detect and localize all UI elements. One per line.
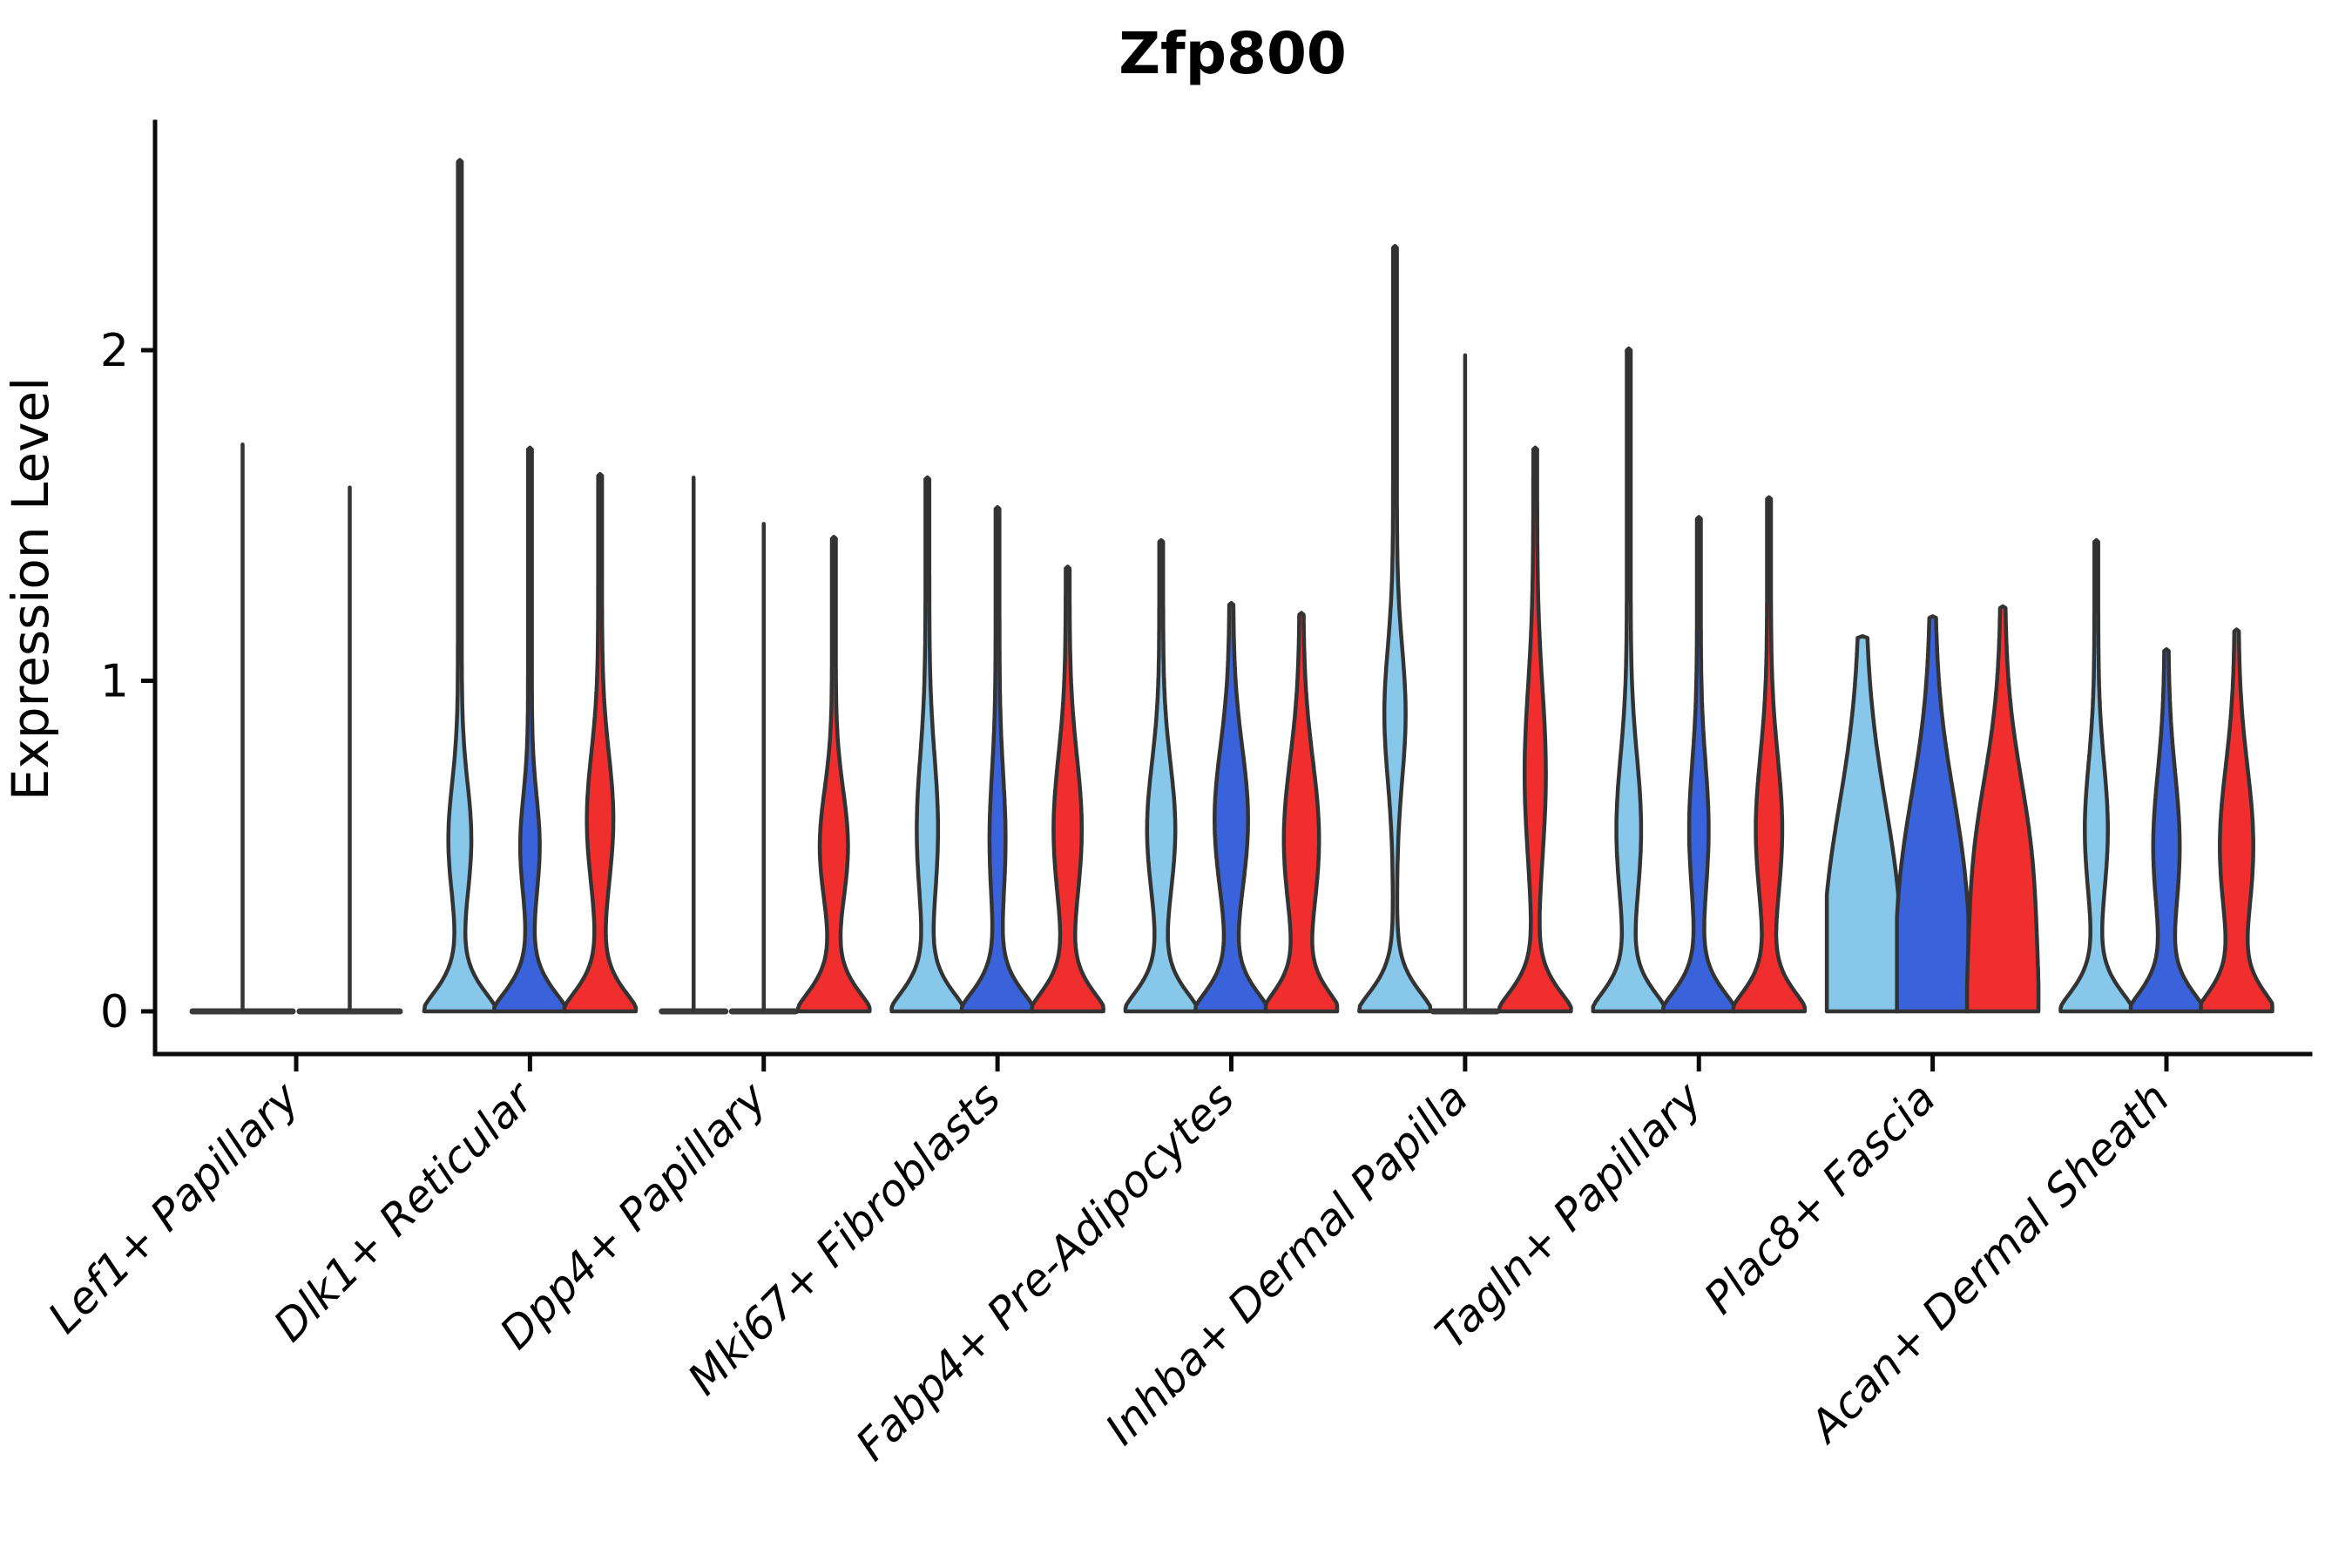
violin — [1895, 614, 1970, 1014]
violin — [1731, 495, 1808, 1014]
y-tick-label: 0 — [100, 986, 129, 1038]
violin — [492, 445, 568, 1014]
violin — [422, 158, 498, 1014]
violin-group: Dlk1+ Reticular — [264, 158, 639, 1351]
violin — [1263, 611, 1340, 1014]
violin — [1497, 445, 1573, 1014]
violin — [889, 475, 965, 1014]
violin — [2128, 647, 2205, 1014]
y-axis-label: Expression Level — [1, 377, 60, 801]
x-tick-label: Dlk1+ Reticular — [264, 1071, 544, 1351]
chart-title: Zfp800 — [1119, 20, 1347, 87]
axes-spines — [152, 119, 2313, 1057]
violin-group: Tagln+ Papillary — [1426, 346, 1808, 1359]
x-tick-label: Plac8+ Fascia — [1694, 1072, 1945, 1323]
violin — [796, 535, 872, 1014]
x-tick-label: Lef1+ Papillary — [38, 1071, 309, 1342]
violin — [1964, 604, 2041, 1014]
violin — [959, 504, 1036, 1014]
violin — [1661, 515, 1737, 1014]
y-tick-label: 2 — [100, 325, 129, 377]
violin — [1193, 600, 1269, 1014]
violin — [2199, 627, 2274, 1014]
violin — [1030, 564, 1105, 1014]
violin — [562, 471, 639, 1014]
violin — [1591, 346, 1667, 1014]
x-tick-label: Fabp4+ Pre-Adipocytes — [846, 1072, 1244, 1470]
violin-group: Plac8+ Fascia — [1694, 604, 2041, 1323]
violin — [2058, 537, 2134, 1014]
violin-group: Dpp4+ Papillary — [490, 475, 872, 1359]
y-tick-label: 1 — [100, 656, 129, 708]
violin — [1824, 633, 1901, 1014]
violin-group: Lef1+ Papillary — [38, 443, 403, 1343]
violin — [1123, 537, 1200, 1014]
violin — [1357, 244, 1433, 1014]
